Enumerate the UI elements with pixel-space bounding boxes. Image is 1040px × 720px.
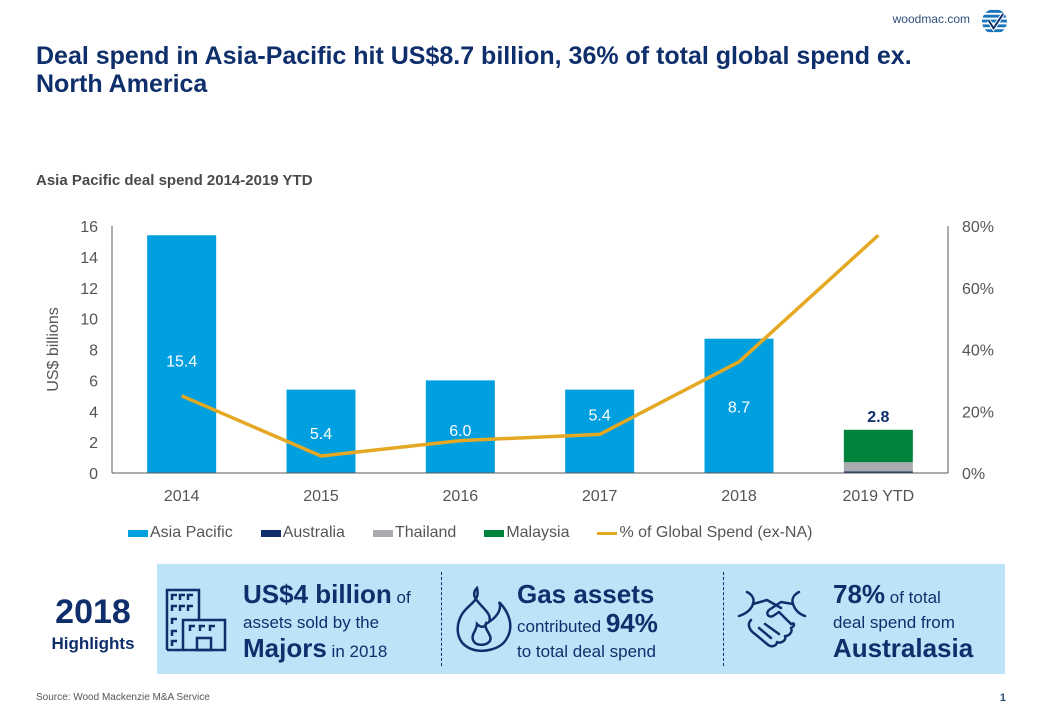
highlight-text-part: of <box>391 588 411 607</box>
chart-legend: Asia Pacific Australia Thailand Malaysia % o… <box>128 524 840 542</box>
x-tick-label: 2014 <box>164 488 200 505</box>
legend-swatch <box>260 529 281 537</box>
bar-malaysia <box>843 429 913 463</box>
highlight-text-part: US$4 billion <box>243 579 392 609</box>
y-tick-label: 4 <box>89 404 98 421</box>
x-tick-label: 2016 <box>443 488 479 505</box>
highlight-text: Gas assets contributed 94% to total deal s… <box>517 579 717 665</box>
highlight-gas: Gas assets contributed 94% to total deal s… <box>441 564 723 674</box>
legend-label: % of Global Spend (ex-NA) <box>619 524 813 541</box>
y-tick-label: 2 <box>89 435 98 452</box>
highlight-text-part: Majors <box>243 633 327 663</box>
page-number: 1 <box>999 692 1006 704</box>
y2-tick-label: 20% <box>962 404 994 421</box>
data-label: 5.4 <box>310 426 332 443</box>
legend-item: Asia Pacific <box>128 524 233 542</box>
legend-item: Australia <box>260 524 345 542</box>
chart-title: Asia Pacific deal spend 2014-2019 YTD <box>36 172 313 189</box>
y2-tick-label: 40% <box>962 343 994 360</box>
x-tick-label: 2015 <box>303 488 339 505</box>
y2-tick-label: 0% <box>962 466 985 483</box>
legend-label: Asia Pacific <box>150 524 233 541</box>
highlight-text: US$4 billion of assets sold by the Majors … <box>243 579 438 665</box>
page-title: Deal spend in Asia-Pacific hit US$8.7 bi… <box>36 42 912 98</box>
legend-item: % of Global Spend (ex-NA) <box>597 524 812 542</box>
y-tick-label: 8 <box>89 343 98 360</box>
highlights-heading: 2018 Highlights <box>38 594 148 654</box>
x-tick-label: 2018 <box>721 488 757 505</box>
highlight-text-part: Gas assets <box>517 579 655 609</box>
bar-asia-pacific <box>565 389 635 473</box>
source-note: Source: Wood Mackenzie M&A Service <box>36 692 210 703</box>
legend-swatch <box>128 529 148 537</box>
legend-line-swatch <box>597 531 618 535</box>
highlight-text-part: 78% <box>833 579 886 609</box>
y2-tick-label: 60% <box>962 281 994 298</box>
legend-swatch <box>372 529 393 537</box>
legend-label: Thailand <box>394 524 457 541</box>
panel-divider <box>441 572 442 666</box>
highlights-label: Highlights <box>51 634 135 653</box>
highlights-panel: US$4 billion of assets sold by the Majors … <box>157 564 1005 674</box>
deal-spend-chart: 0 2 4 6 8 10 12 14 16 0% 20% 40% 60% 80% US$ billions 2… <box>45 219 994 505</box>
highlight-text-part: contributed <box>517 617 606 636</box>
line-global-spend-share <box>180 233 880 458</box>
bar-asia-pacific <box>286 389 356 473</box>
highlight-text-part: Australasia <box>833 633 974 663</box>
bar-asia-pacific <box>147 235 217 473</box>
legend-swatch <box>484 529 505 537</box>
y-tick-label: 14 <box>80 250 98 267</box>
highlight-text-part: of total <box>885 588 941 607</box>
data-label: 2.8 <box>867 409 889 426</box>
data-label: 5.4 <box>589 407 611 424</box>
flame-icon <box>456 585 512 652</box>
bar-australia <box>843 471 913 473</box>
highlights-year: 2018 <box>55 593 131 631</box>
y-tick-label: 0 <box>89 466 98 483</box>
highlight-text: 78% of total deal spend from Australasia <box>833 579 1003 665</box>
highlight-australasia: 78% of total deal spend from Australasia <box>723 564 1005 674</box>
highlight-text-part: to total deal spend <box>517 642 656 661</box>
handshake-icon <box>737 590 807 648</box>
highlight-text-part: assets sold by the <box>243 613 380 632</box>
legend-label: Malaysia <box>506 524 570 541</box>
data-label: 6.0 <box>449 423 471 440</box>
y-tick-label: 16 <box>80 219 98 236</box>
highlight-text-part: in 2018 <box>326 642 388 661</box>
legend-item: Thailand <box>372 524 457 542</box>
y-axis-title: US$ billions <box>45 307 62 391</box>
buildings-icon <box>165 588 227 652</box>
y-tick-label: 10 <box>80 312 98 329</box>
x-tick-label: 2017 <box>582 488 618 505</box>
bar-thailand <box>843 462 913 472</box>
panel-divider <box>723 572 724 666</box>
legend-item: Malaysia <box>484 524 569 542</box>
highlight-majors: US$4 billion of assets sold by the Majors … <box>157 564 441 674</box>
highlight-text-part: deal spend from <box>833 613 955 632</box>
legend-label: Australia <box>282 524 345 541</box>
x-tick-label: 2019 YTD <box>842 488 914 505</box>
brand-url: woodmac.com <box>892 12 970 26</box>
woodmac-logo-icon <box>981 8 1008 35</box>
y2-tick-label: 80% <box>962 219 994 236</box>
data-label: 15.4 <box>166 353 197 370</box>
data-label: 8.7 <box>728 400 750 417</box>
highlight-text-part: 94% <box>605 608 658 638</box>
y-tick-label: 12 <box>80 281 98 298</box>
bar-asia-pacific <box>425 380 495 473</box>
y-tick-label: 6 <box>89 373 98 390</box>
